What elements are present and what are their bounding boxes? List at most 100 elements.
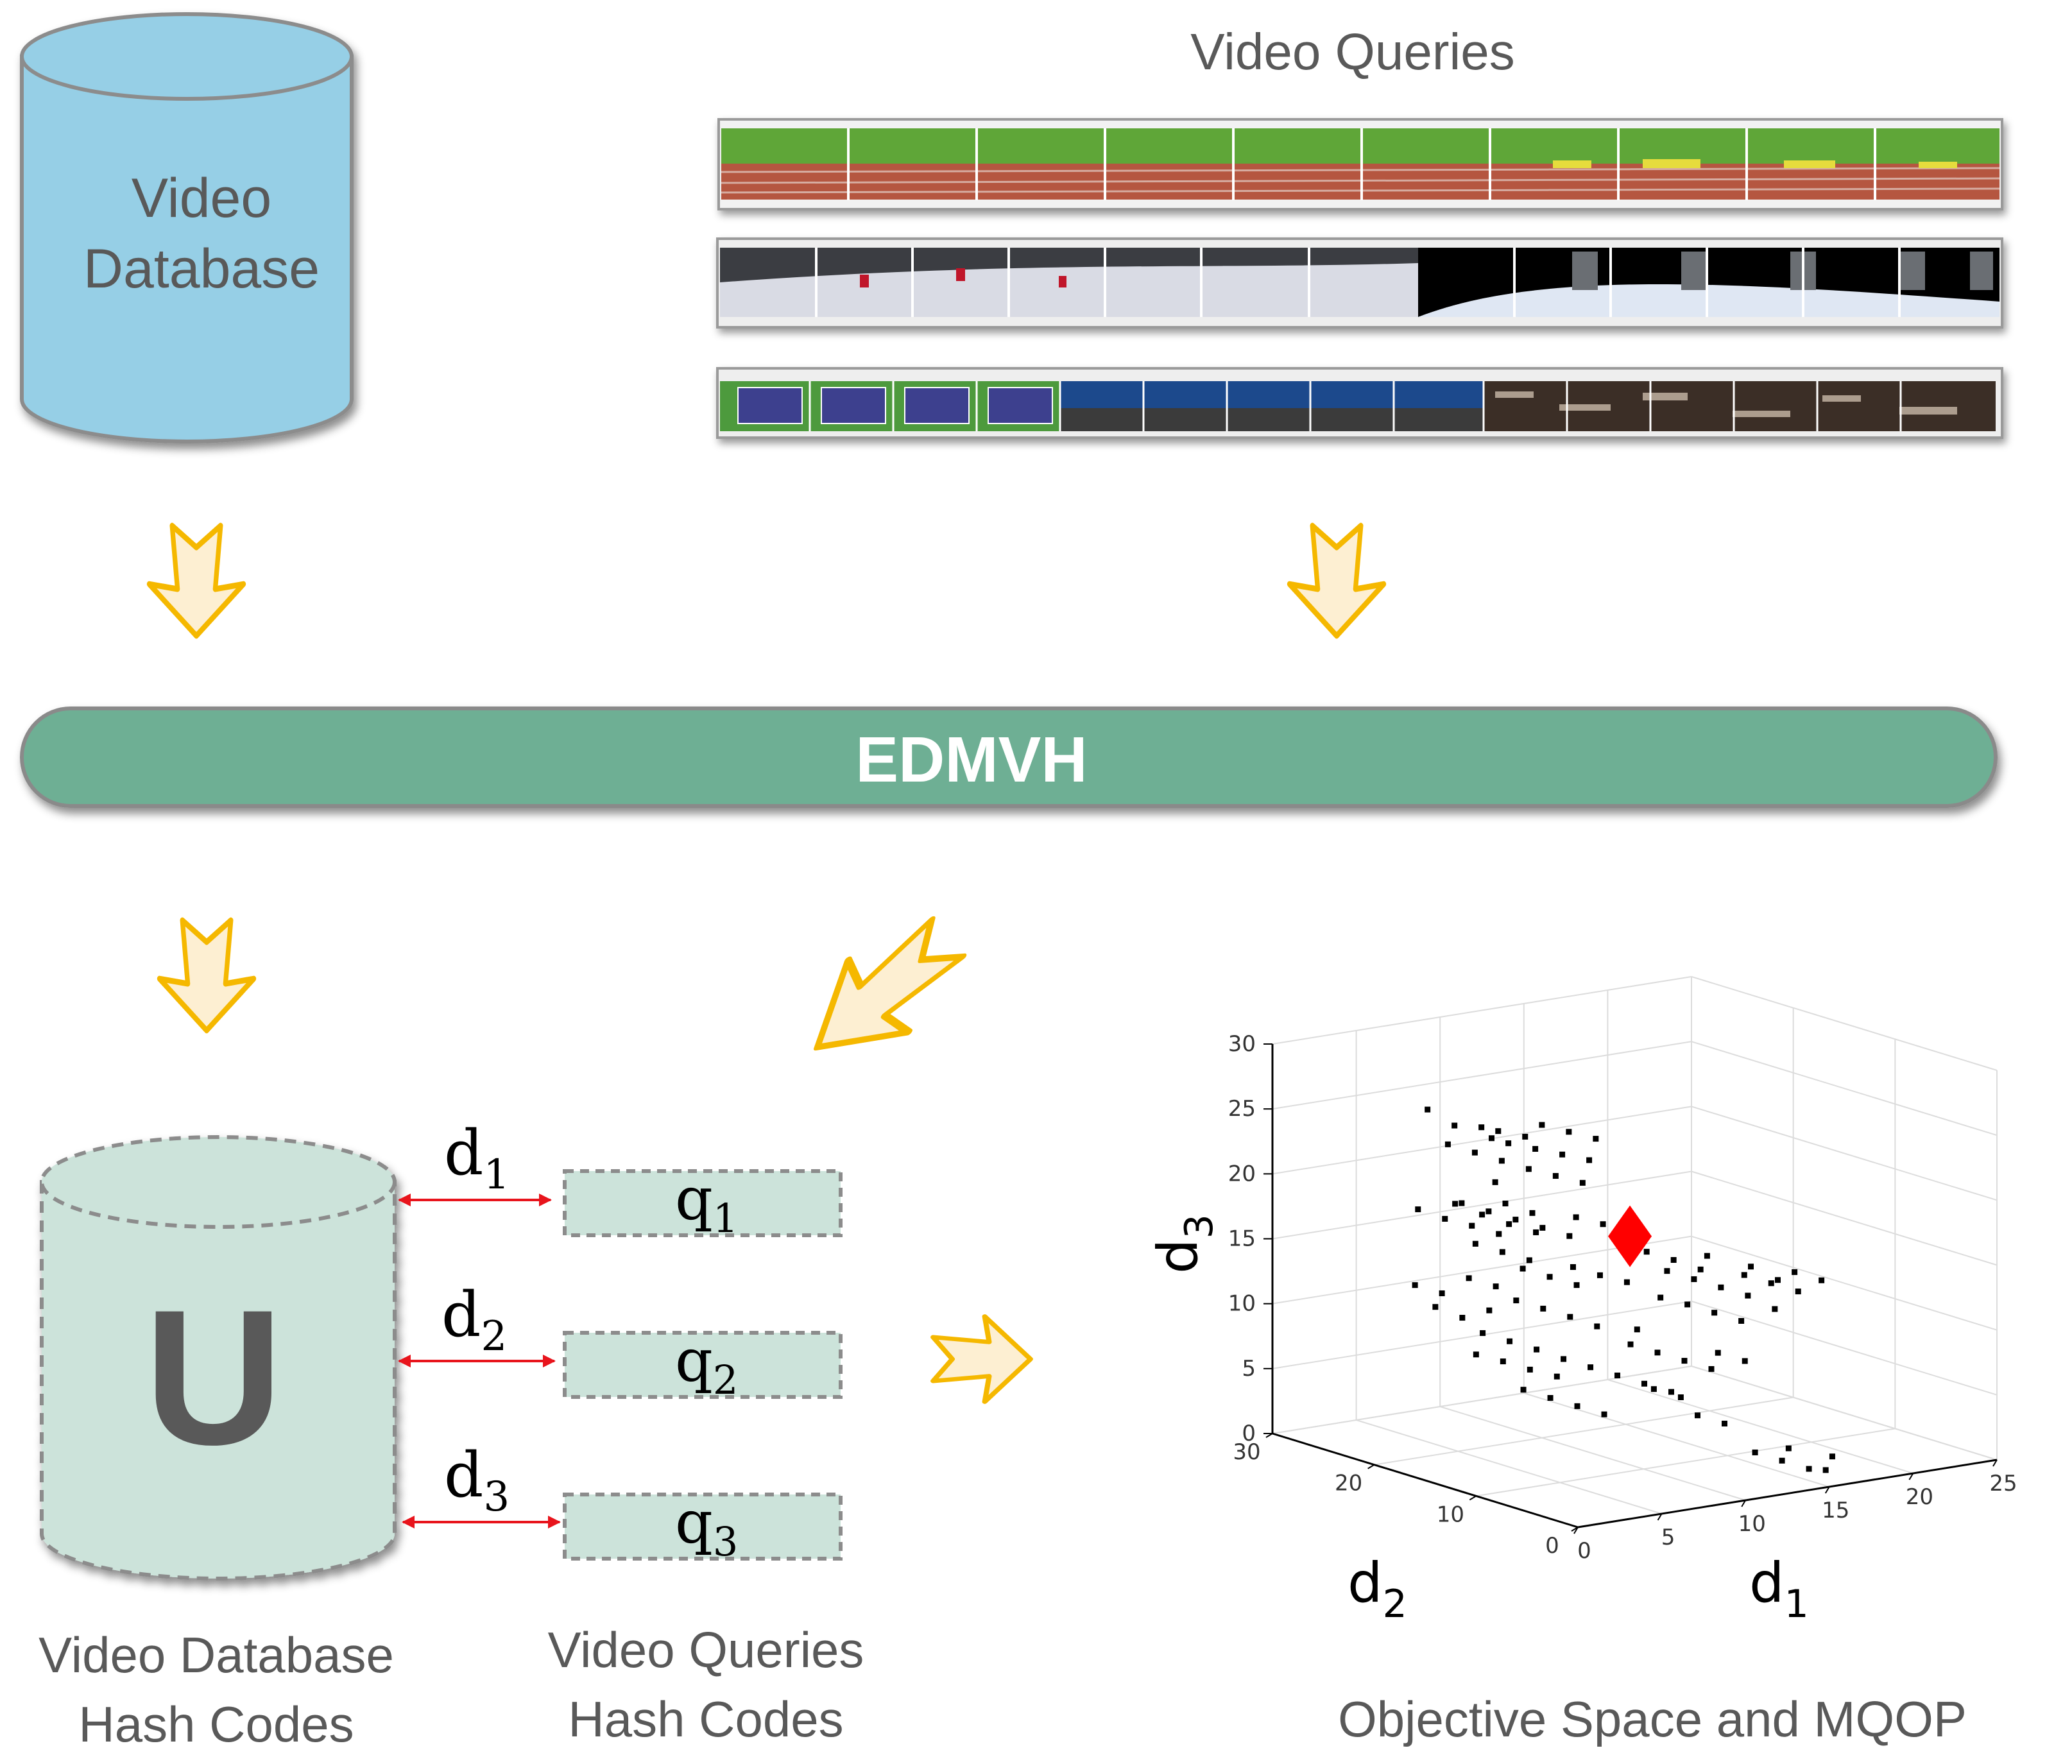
x-tick-label: 15 (1822, 1498, 1849, 1523)
scatter-point (1721, 1420, 1727, 1426)
scatter-point (1772, 1306, 1778, 1312)
scatter-point (1506, 1221, 1512, 1228)
query-code-label-1: q1 (675, 1165, 738, 1242)
grid-line (1272, 1106, 1692, 1175)
arrow-edmvh-to-query-codes (787, 902, 978, 1083)
caption-db-hash-line1: Video Database (39, 1627, 394, 1683)
grid-line (1691, 1300, 1998, 1396)
z-tick-label: 10 (1228, 1291, 1256, 1317)
scatter-point (1741, 1272, 1747, 1278)
film-strip-athletics (717, 118, 2003, 210)
scatter-point (1573, 1214, 1579, 1220)
scatter-point (1822, 1467, 1829, 1473)
scatter-point (1681, 1358, 1688, 1364)
scatter-point (1745, 1292, 1751, 1299)
y-tick-mark (1367, 1464, 1375, 1469)
grid-line (1272, 1170, 1692, 1240)
scatter-point (1512, 1217, 1519, 1223)
scatter-point (1668, 1389, 1674, 1395)
film-strip-tennis-road-crowd (716, 367, 2003, 439)
x-tick-label: 20 (1906, 1484, 1933, 1510)
x-tick-mark (1741, 1500, 1747, 1507)
grid-line (1439, 1406, 1746, 1501)
scatter-point (1499, 1249, 1505, 1255)
scatter-point (1774, 1277, 1781, 1283)
scatter-point (1627, 1341, 1634, 1348)
query-code-box-3 (563, 1493, 843, 1561)
scatter-point (1529, 1210, 1536, 1216)
scatter-point (1614, 1373, 1621, 1378)
x-tick-label: 0 (1577, 1538, 1591, 1564)
scatter-point (1573, 1282, 1580, 1289)
scatter-point (1513, 1297, 1520, 1304)
edmvh-bar (20, 706, 1998, 808)
scatter-point (1500, 1358, 1506, 1365)
z-tick-label: 20 (1228, 1161, 1256, 1186)
scatter-point (1806, 1466, 1812, 1472)
grid-line (1523, 1392, 1830, 1487)
z-tick-label: 0 (1242, 1421, 1256, 1446)
scatter-point (1478, 1124, 1485, 1131)
scatter-point (1469, 1222, 1475, 1229)
scatter-point (1593, 1136, 1599, 1142)
scatter-point (1451, 1122, 1458, 1129)
scatter-point (1466, 1275, 1472, 1281)
scatter-point (1496, 1231, 1502, 1237)
scatter-point (1495, 1128, 1502, 1135)
scatter-point (1697, 1266, 1704, 1272)
scatter-point (1520, 1265, 1526, 1272)
grid-line (1272, 976, 1692, 1045)
scatter-point (1641, 1380, 1648, 1387)
scatter-point (1539, 1122, 1545, 1128)
scatter-point (1711, 1310, 1718, 1316)
scatter-point (1540, 1305, 1546, 1312)
y-axis-line (1272, 1432, 1579, 1529)
scatter-point (1415, 1206, 1421, 1213)
scatter-point (1493, 1283, 1499, 1290)
grid-line (1272, 1041, 1692, 1110)
scatter-point (1459, 1315, 1466, 1321)
x-axis-line (1577, 1459, 1998, 1529)
scatter-point (1657, 1294, 1664, 1301)
mqop-highlight-diamond (1608, 1205, 1652, 1267)
caption-objective-space: Objective Space and MQOP (1338, 1691, 1967, 1747)
scatter-point (1691, 1276, 1697, 1282)
scatter-point (1779, 1457, 1785, 1464)
video-database-cylinder (20, 12, 354, 443)
scatter-point (1708, 1366, 1715, 1372)
caption-db-hash-line2: Hash Codes (78, 1696, 354, 1752)
scatter-point (1539, 1224, 1546, 1231)
arrow-codes-to-objective-space (933, 1317, 1031, 1402)
x-tick-label: 25 (1989, 1471, 2017, 1496)
x-tick-label: 10 (1738, 1511, 1766, 1537)
z-tick-label: 5 (1242, 1356, 1256, 1382)
film-strip-ski-space (716, 237, 2003, 329)
scatter-point (1588, 1364, 1594, 1371)
scatter-point (1566, 1233, 1573, 1239)
scatter-point (1752, 1449, 1758, 1455)
y-tick-label: 0 (1545, 1533, 1559, 1559)
distance-label-1: d1 (444, 1117, 509, 1199)
scatter-point (1522, 1133, 1528, 1140)
scatter-point (1670, 1257, 1677, 1263)
y-tick-mark (1469, 1495, 1477, 1501)
scatter-point (1634, 1326, 1640, 1333)
x-tick-label: 5 (1661, 1525, 1675, 1550)
grid-line (1691, 1235, 1998, 1331)
scatter-point (1502, 1200, 1509, 1206)
scatter-point (1559, 1151, 1566, 1158)
grid-line (1356, 1419, 1662, 1514)
y-tick-mark (1571, 1527, 1579, 1532)
scatter-point (1643, 1249, 1650, 1255)
x-tick-mark (1824, 1486, 1830, 1494)
scatter-point (1748, 1263, 1754, 1270)
scatter-point (1704, 1253, 1710, 1259)
scatter-point (1473, 1351, 1479, 1358)
scatter-point (1795, 1289, 1801, 1295)
query-code-label-2: q2 (675, 1326, 738, 1403)
scatter-point (1561, 1356, 1567, 1362)
grid-line (1691, 1366, 1998, 1460)
edmvh-label: EDMVH (855, 724, 1087, 796)
scatter-point (1552, 1173, 1559, 1179)
